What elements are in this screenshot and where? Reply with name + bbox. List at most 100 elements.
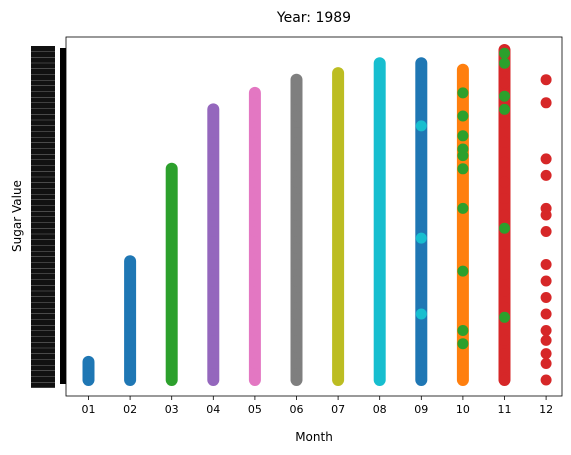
y-tick-label-overlap [31,188,55,194]
point-11-5 [499,301,510,313]
y-tick-label-overlap [31,97,55,103]
point-04-0 [207,374,219,386]
point-08-17 [374,94,386,105]
overlay-point-10-2 [457,265,469,277]
point-10-12 [457,193,469,204]
point-03-14 [166,189,178,201]
point-12-13 [540,153,552,165]
point-08-19 [374,57,386,69]
y-tick-marks [60,48,66,384]
data-points [82,44,552,387]
point-11-17 [499,77,510,89]
overlay-point-10-3 [457,202,469,214]
point-12-7 [540,275,552,287]
point-03-8 [166,268,178,280]
chart-title: Year: 1989 [276,10,351,26]
y-tick-label-overlap [31,331,55,337]
y-tick-label-overlap [31,313,55,320]
point-11-2 [499,348,510,360]
point-11-10 [499,209,510,221]
y-tick-label-overlap [31,154,55,160]
series-01 [82,355,95,386]
point-12-4 [540,325,552,336]
point-08-16 [374,110,386,122]
y-tick-label-overlap [31,382,55,388]
point-09-7 [415,275,427,287]
x-tick-label-09: 09 [414,403,428,416]
y-tick-label-overlap [31,194,55,200]
point-03-4 [166,321,178,333]
point-02-18 [124,255,136,267]
point-10-19 [457,77,469,89]
point-08-12 [374,176,386,188]
point-07-16 [332,110,344,122]
point-09-1 [415,364,427,376]
point-05-13 [249,160,261,171]
y-tick-label-overlap [31,342,55,348]
point-04-13 [207,160,219,171]
x-tick-label-05: 05 [248,403,262,416]
y-tick-label-overlap [31,262,55,269]
overlay-point-09-2 [415,120,427,132]
series-09 [415,57,428,386]
y-tick-label-overlap [31,160,55,166]
overlay-point-10-1 [457,325,469,336]
point-07-19 [332,67,344,79]
series-02 [124,255,137,386]
y-tick-label-overlap [31,137,55,143]
overlay-point-11-3 [499,90,510,102]
y-tick-label-overlap [31,131,55,137]
overlay-point-11-5 [499,47,510,59]
point-12-6 [540,292,552,303]
point-07-11 [332,193,344,204]
y-tick-label-overlap [31,57,55,63]
point-07-0 [332,374,344,386]
point-08-18 [374,77,386,89]
y-tick-label-overlap [31,291,55,297]
point-04-8 [207,242,219,254]
series-08 [373,57,386,386]
point-08-5 [374,292,386,303]
x-tick-label-07: 07 [331,403,345,416]
point-09-11 [415,193,427,204]
y-tick-label-overlap [31,279,55,286]
x-tick-label-04: 04 [206,403,220,416]
point-09-12 [415,169,427,181]
point-06-9 [291,226,302,237]
point-09-18 [415,70,427,82]
y-tick-label-overlap [31,308,55,314]
y-tick-label-overlap [31,348,55,354]
point-08-13 [374,160,386,171]
y-tick-label-overlap [31,125,55,132]
y-tick-label-overlap [31,370,55,377]
point-04-14 [207,143,219,155]
overlay-point-09-1 [415,232,427,244]
y-tick-label-overlap [31,376,55,383]
point-08-15 [374,127,386,138]
point-07-15 [332,127,344,138]
y-tick-label-overlap [31,199,55,206]
plot-area-frame [65,36,563,397]
point-10-1 [457,364,469,376]
y-tick-label-overlap [31,222,55,229]
point-07-2 [332,341,344,353]
point-03-1 [166,361,178,373]
y-tick-label-overlap [31,319,55,326]
point-12-14 [540,97,552,109]
y-tick-label-overlap [31,296,55,303]
point-07-7 [332,259,344,270]
point-12-15 [540,74,552,86]
x-tick-label-06: 06 [290,403,304,416]
y-tick-label-overlap [31,120,55,126]
point-05-14 [249,143,261,155]
point-09-10 [415,209,427,221]
y-tick-label-overlap [31,85,55,92]
series-07 [332,67,345,386]
point-06-13 [291,160,302,171]
point-09-0 [415,374,427,386]
point-06-7 [291,259,302,270]
point-11-1 [499,361,510,373]
point-09-4 [415,328,427,340]
y-tick-label-overlap [31,68,55,75]
overlay-point-10-9 [457,87,469,99]
